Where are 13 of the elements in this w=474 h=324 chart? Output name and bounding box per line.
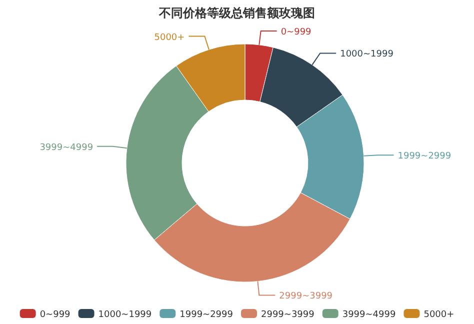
legend-label: 1999~2999	[180, 310, 234, 320]
slice-label: 1000~1999	[340, 50, 394, 60]
legend-label: 5000+	[424, 310, 454, 320]
slice-label: 2999~3999	[279, 292, 333, 302]
legend-label: 1000~1999	[98, 310, 152, 320]
legend-label: 0~999	[40, 310, 71, 320]
slice-label: 0~999	[280, 27, 312, 38]
legend-label: 2999~3999	[261, 310, 315, 320]
chart-title: 不同价格等级总销售额玫瑰图	[158, 6, 315, 20]
slice-label: 3999~4999	[40, 142, 94, 153]
slice-label: 5000+	[154, 32, 185, 43]
legend-label: 3999~4999	[342, 310, 396, 320]
slice-label: 1999~2999	[398, 152, 452, 162]
